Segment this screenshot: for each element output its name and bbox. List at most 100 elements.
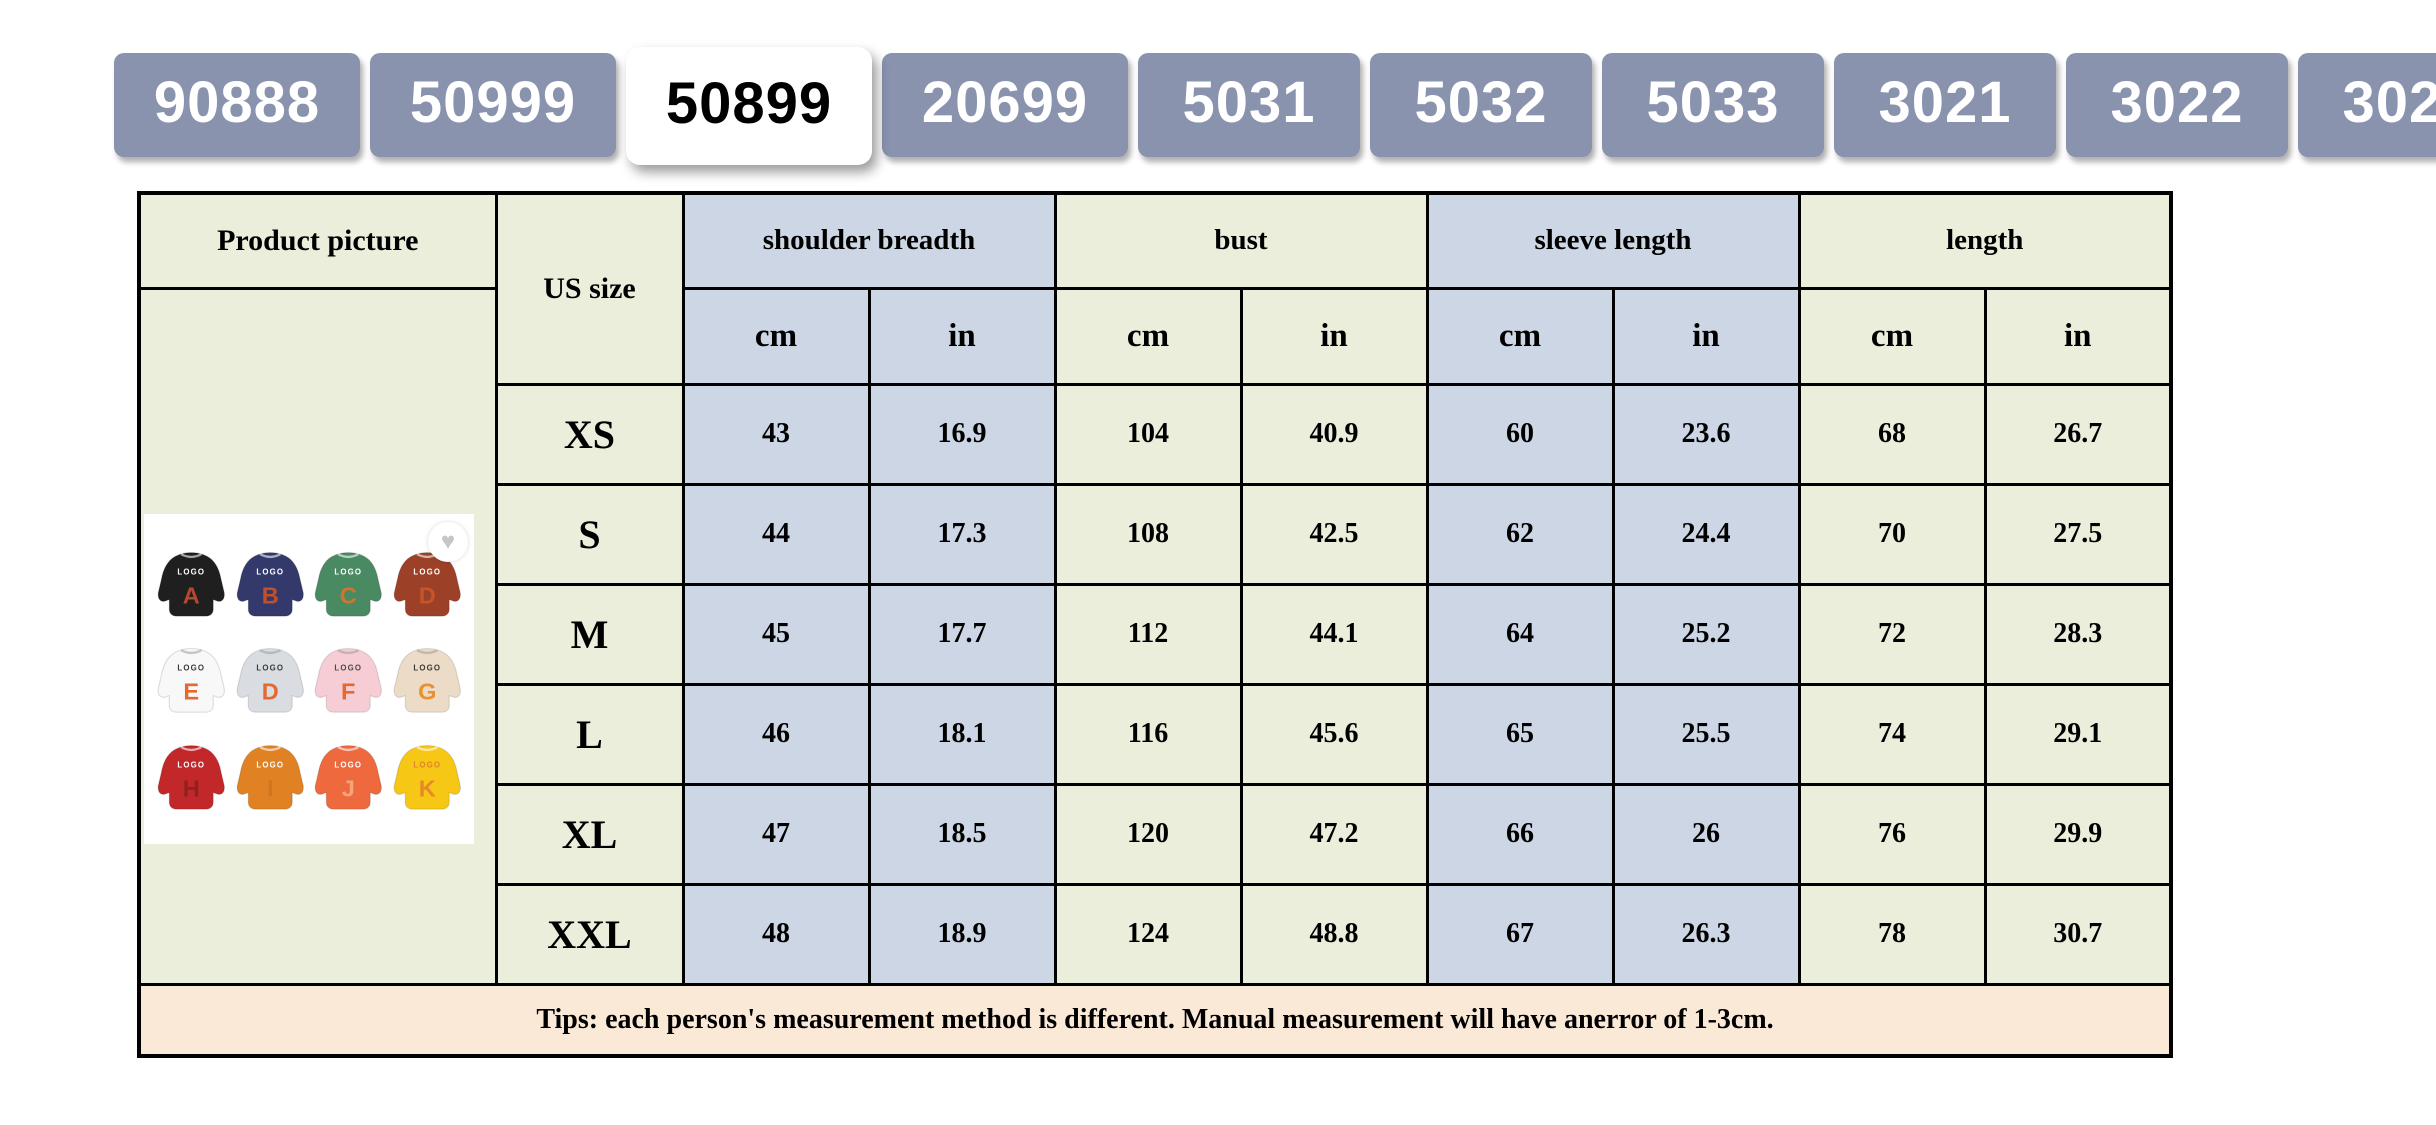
logo-text: LOGO	[334, 567, 362, 576]
measure-cell: 40.9	[1239, 382, 1429, 486]
tab-3021[interactable]: 3021	[1834, 53, 2056, 157]
measure-cell: 18.1	[867, 682, 1057, 786]
measure-cell: 44	[681, 482, 871, 586]
group-header-length: length	[1797, 191, 2173, 290]
sweatshirt-body	[157, 551, 225, 617]
product-picture-header: Product picture	[137, 191, 498, 290]
measure-cell: 25.5	[1611, 682, 1801, 786]
unit-shoulder-cm: cm	[681, 286, 871, 386]
letter-label: A	[183, 582, 200, 608]
measure-cell: 104	[1053, 382, 1243, 486]
letter-label: D	[418, 582, 435, 608]
tips-row: Tips: each person's measurement method i…	[137, 982, 2173, 1058]
sweatshirt-tile: LOGO H	[157, 744, 225, 810]
measure-cell: 72	[1797, 582, 1987, 686]
measure-cell: 46	[681, 682, 871, 786]
measure-cell: 112	[1053, 582, 1243, 686]
collar	[258, 745, 281, 751]
measure-cell: 66	[1425, 782, 1615, 886]
collar	[258, 649, 281, 655]
measure-cell: 43	[681, 382, 871, 486]
sweatshirt-body	[314, 744, 382, 810]
sweatshirt-tile: LOGO K	[393, 744, 461, 810]
tab-50999[interactable]: 50999	[370, 53, 616, 157]
letter-label: B	[261, 582, 278, 608]
size-chart-table: Product picture US size shoulder breadth…	[137, 191, 2173, 1058]
measure-cell: 28.3	[1983, 582, 2173, 686]
letter-label: G	[418, 679, 436, 705]
measure-cell: 17.7	[867, 582, 1057, 686]
measure-cell: 64	[1425, 582, 1615, 686]
collar	[415, 745, 438, 751]
sweatshirt-tile: LOGO D	[393, 551, 461, 617]
logo-text: LOGO	[334, 760, 362, 769]
size-cell: S	[494, 482, 685, 586]
sweatshirt-body	[314, 648, 382, 713]
measure-cell: 25.2	[1611, 582, 1801, 686]
logo-text: LOGO	[177, 664, 205, 673]
letter-label: D	[261, 679, 278, 705]
letter-label: J	[342, 775, 355, 801]
measure-cell: 67	[1425, 882, 1615, 986]
sweatshirt-tile: LOGO I	[236, 744, 304, 810]
table-row: M 45 17.7 112 44.1 64 25.2 72 28.3	[139, 582, 2173, 686]
collar	[337, 745, 360, 751]
sweatshirt-tile: LOGO A	[157, 551, 225, 617]
sweatshirt-tile: LOGO D	[236, 648, 304, 713]
tab-90888[interactable]: 90888	[114, 53, 360, 157]
tab-3022[interactable]: 3022	[2066, 53, 2288, 157]
measure-cell: 18.5	[867, 782, 1057, 886]
measure-cell: 24.4	[1611, 482, 1801, 586]
tab-5033[interactable]: 5033	[1602, 53, 1824, 157]
measure-cell: 78	[1797, 882, 1987, 986]
measure-cell: 18.9	[867, 882, 1057, 986]
heart-icon[interactable]: ♥	[428, 521, 468, 562]
measure-cell: 26.7	[1983, 382, 2173, 486]
sweatshirt-tile: LOGO E	[157, 648, 225, 713]
logo-text: LOGO	[334, 664, 362, 673]
tab-20699[interactable]: 20699	[882, 53, 1128, 157]
measure-cell: 42.5	[1239, 482, 1429, 586]
sweatshirt-body	[157, 744, 225, 810]
unit-shoulder-in: in	[867, 286, 1057, 386]
measure-cell: 29.9	[1983, 782, 2173, 886]
logo-text: LOGO	[177, 567, 205, 576]
group-header-sleeve-length: sleeve length	[1425, 191, 1801, 290]
logo-text: LOGO	[256, 664, 284, 673]
sweatshirt-body	[314, 551, 382, 617]
measure-cell: 124	[1053, 882, 1243, 986]
letter-label: E	[183, 679, 199, 705]
collar	[415, 649, 438, 655]
measure-cell: 48.8	[1239, 882, 1429, 986]
tab-5031[interactable]: 5031	[1138, 53, 1360, 157]
sweatshirt-body	[157, 648, 225, 713]
group-header-shoulder-breadth: shoulder breadth	[681, 191, 1057, 290]
sweatshirt-body	[393, 648, 461, 713]
us-size-header: US size	[494, 191, 685, 386]
collar	[258, 552, 281, 558]
tab-5032[interactable]: 5032	[1370, 53, 1592, 157]
logo-text: LOGO	[413, 567, 441, 576]
measure-cell: 23.6	[1611, 382, 1801, 486]
unit-sleeve-in: in	[1611, 286, 1801, 386]
letter-label: I	[266, 775, 273, 801]
measure-cell: 47.2	[1239, 782, 1429, 886]
size-cell: XXL	[494, 882, 685, 986]
measure-cell: 116	[1053, 682, 1243, 786]
product-picture-cell: LOGO A LOGO B LOGO C	[137, 286, 498, 986]
sweatshirt-body	[236, 551, 304, 617]
tab-50899-active[interactable]: 50899	[626, 47, 872, 165]
tab-3023[interactable]: 3023	[2298, 53, 2436, 157]
measure-cell: 26	[1611, 782, 1801, 886]
product-image[interactable]: LOGO A LOGO B LOGO C	[144, 513, 474, 844]
measure-cell: 74	[1797, 682, 1987, 786]
letter-label: H	[183, 775, 200, 801]
measure-cell: 27.5	[1983, 482, 2173, 586]
table-row: L 46 18.1 116 45.6 65 25.5 74 29.1	[139, 682, 2173, 786]
logo-text: LOGO	[413, 760, 441, 769]
size-cell: XL	[494, 782, 685, 886]
sweatshirt-tile: LOGO F	[314, 648, 382, 713]
table-row: XXL 48 18.9 124 48.8 67 26.3 78 30.7	[139, 882, 2173, 986]
unit-bust-cm: cm	[1053, 286, 1243, 386]
